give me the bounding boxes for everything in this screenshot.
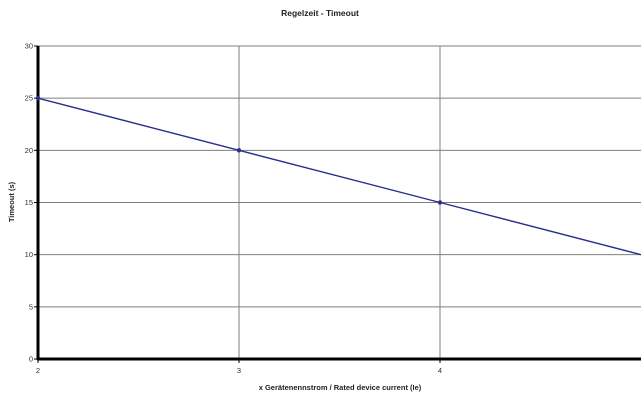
y-tick-label: 20 — [25, 146, 33, 155]
y-tick-label: 10 — [25, 250, 33, 259]
y-axis-label: Timeout (s) — [7, 181, 16, 222]
y-tick-label: 30 — [25, 42, 33, 51]
y-tick-label: 15 — [25, 198, 33, 207]
grid-lines — [38, 45, 641, 359]
tick-labels: 0 5 10 15 20 25 30 2 3 4 — [25, 42, 442, 376]
y-tick-label: 0 — [29, 355, 33, 364]
x-tick-label: 2 — [36, 366, 40, 375]
data-series — [35, 95, 641, 256]
y-tick-label: 25 — [25, 94, 33, 103]
axes — [34, 45, 641, 363]
data-point-marker — [236, 148, 242, 153]
data-point-marker — [437, 200, 443, 205]
chart-title: Regelzeit - Timeout — [281, 8, 359, 18]
data-point-marker — [35, 95, 41, 101]
y-tick-label: 5 — [29, 302, 33, 311]
series-line — [37, 97, 641, 256]
x-tick-label: 4 — [438, 366, 442, 375]
x-tick-label: 3 — [237, 366, 241, 375]
x-axis-label: x Gerätenennstrom / Rated device current… — [259, 383, 422, 392]
